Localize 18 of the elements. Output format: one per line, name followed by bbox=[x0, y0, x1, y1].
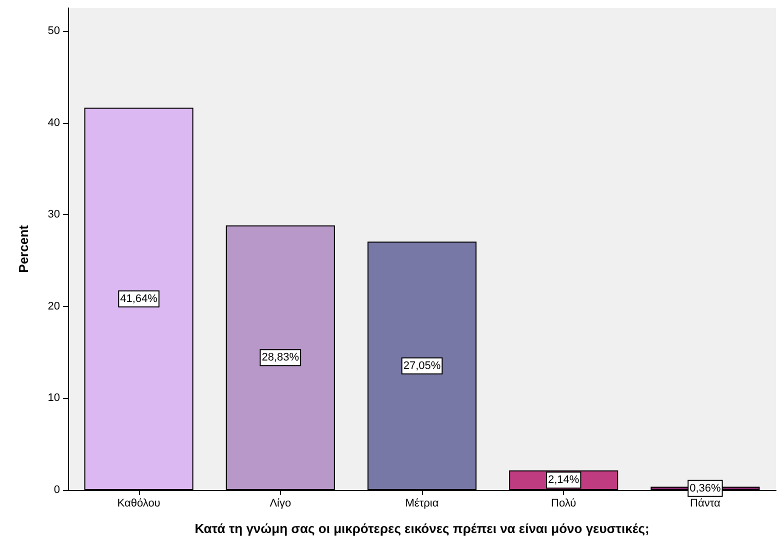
y-tick-label: 10 bbox=[48, 392, 60, 404]
y-tick-label: 30 bbox=[48, 208, 60, 221]
y-tick-label: 20 bbox=[48, 300, 60, 312]
data-label: 0,36% bbox=[690, 482, 722, 494]
x-axis-title: Κατά τη γνώμη σας οι μικρότερες εικόνες πρέπει να είναι μόνο γευστικές; bbox=[194, 521, 650, 536]
data-label: 41,64% bbox=[120, 292, 158, 305]
x-tick-label: Πάντα bbox=[690, 498, 722, 510]
x-tick-label: Καθόλου bbox=[117, 498, 160, 510]
x-tick-label: Λίγο bbox=[270, 498, 292, 510]
y-axis-title: Percent bbox=[16, 224, 31, 273]
data-label: 2,14% bbox=[548, 474, 580, 486]
data-label: 27,05% bbox=[403, 360, 441, 372]
data-label: 28,83% bbox=[262, 352, 300, 364]
y-tick-label: 50 bbox=[48, 24, 60, 37]
y-tick-label: 40 bbox=[48, 116, 60, 129]
y-tick-label: 0 bbox=[54, 484, 60, 496]
x-tick-label: Πολύ bbox=[551, 498, 576, 510]
x-tick-label: Μέτρια bbox=[405, 498, 440, 510]
